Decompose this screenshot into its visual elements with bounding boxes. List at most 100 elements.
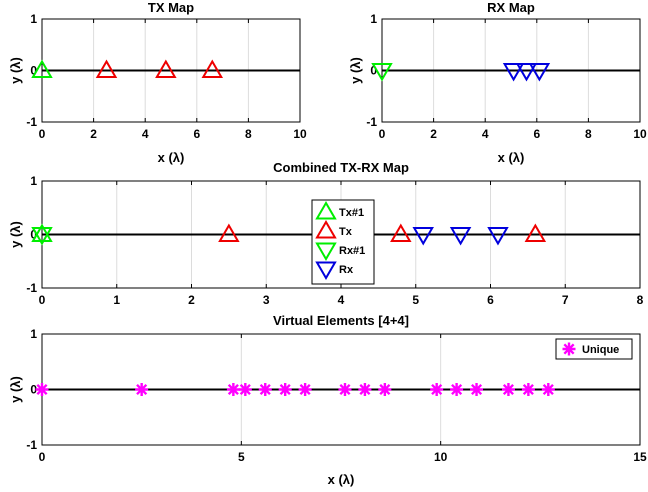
x-tick-label: 0 — [39, 127, 46, 141]
data-point — [450, 383, 464, 396]
data-point — [218, 223, 240, 242]
x-tick-label: 6 — [533, 127, 540, 141]
legend-label: Rx#1 — [339, 245, 365, 257]
data-point — [226, 383, 240, 396]
data-point — [278, 383, 292, 396]
x-tick-label: 10 — [293, 127, 307, 141]
legend-label: Tx#1 — [339, 207, 364, 219]
x-tick-label: 0 — [39, 450, 46, 464]
data-point — [378, 383, 392, 396]
legend-box — [555, 338, 633, 360]
x-tick-label: 5 — [238, 450, 245, 464]
legend-marker — [315, 201, 337, 220]
y-tick-label: 1 — [370, 12, 377, 26]
chart-title: TX Map — [148, 0, 194, 15]
y-tick-label: 0 — [30, 228, 37, 242]
data-point — [470, 383, 484, 396]
data-point — [31, 223, 53, 242]
data-point — [95, 59, 118, 78]
data-point — [487, 227, 509, 246]
y-tick-label: 0 — [30, 64, 37, 78]
x-axis-label: x (λ) — [328, 472, 355, 487]
legend: Unique — [555, 338, 633, 360]
legend-label: Tx — [339, 226, 353, 238]
data-point — [201, 59, 224, 78]
x-tick-label: 5 — [412, 293, 419, 307]
x-tick-label: 15 — [633, 450, 647, 464]
x-tick-label: 4 — [482, 127, 489, 141]
axes-frame — [41, 180, 641, 289]
chart-title: Combined TX-RX Map — [273, 160, 409, 175]
data-point — [358, 383, 372, 396]
x-tick-label: 8 — [245, 127, 252, 141]
x-tick-label: 0 — [379, 127, 386, 141]
y-axis-label: y (λ) — [8, 376, 23, 403]
data-point — [524, 223, 547, 242]
data-point — [502, 63, 525, 82]
legend-label: Rx — [339, 264, 354, 276]
x-tick-label: 2 — [188, 293, 195, 307]
legend: Tx#1 Tx Rx#1 Rx — [311, 199, 375, 285]
y-tick-label: -1 — [26, 115, 37, 129]
data-point — [338, 383, 352, 396]
x-tick-label: 8 — [585, 127, 592, 141]
x-axis-label: x (λ) — [158, 150, 185, 165]
x-tick-label: 0 — [39, 293, 46, 307]
data-point — [35, 383, 49, 396]
y-tick-label: -1 — [26, 438, 37, 452]
x-tick-label: 2 — [430, 127, 437, 141]
y-axis-label: y (λ) — [348, 57, 363, 84]
data-point — [515, 63, 538, 82]
x-tick-label: 1 — [113, 293, 120, 307]
legend-marker — [315, 242, 337, 261]
data-point — [238, 383, 252, 396]
axes-frame — [41, 18, 301, 123]
x-tick-label: 6 — [193, 127, 200, 141]
chart-title: RX Map — [487, 0, 535, 15]
x-axis-label: x (λ) — [498, 150, 525, 165]
data-point — [541, 383, 555, 396]
y-tick-label: 0 — [370, 64, 377, 78]
axes-frame — [381, 18, 641, 123]
y-tick-label: -1 — [366, 115, 377, 129]
y-axis-label: y (λ) — [8, 57, 23, 84]
data-point — [449, 227, 472, 246]
data-point — [521, 383, 535, 396]
y-tick-label: 0 — [30, 383, 37, 397]
data-point — [528, 63, 551, 82]
x-tick-label: 10 — [633, 127, 647, 141]
data-point — [298, 383, 312, 396]
data-point — [31, 59, 53, 78]
data-point — [412, 227, 434, 246]
x-tick-label: 8 — [637, 293, 644, 307]
x-tick-label: 10 — [434, 450, 448, 464]
data-point — [430, 383, 444, 396]
y-axis-label: y (λ) — [8, 221, 23, 248]
legend-label: Unique — [582, 344, 619, 356]
y-tick-label: -1 — [26, 281, 37, 295]
y-tick-label: 1 — [30, 174, 37, 188]
x-tick-label: 2 — [90, 127, 97, 141]
data-point — [135, 383, 149, 396]
x-tick-label: 4 — [142, 127, 149, 141]
data-point — [258, 383, 272, 396]
y-tick-label: 1 — [30, 12, 37, 26]
data-point — [155, 59, 177, 78]
x-tick-label: 6 — [487, 293, 494, 307]
legend-marker — [315, 261, 337, 280]
x-tick-label: 4 — [338, 293, 345, 307]
data-point — [371, 63, 393, 82]
y-tick-label: 1 — [30, 327, 37, 341]
chart-title: Virtual Elements [4+4] — [273, 313, 409, 328]
data-point — [31, 227, 53, 246]
legend-marker — [562, 342, 576, 356]
data-point — [390, 223, 412, 242]
legend-marker — [315, 220, 337, 239]
x-tick-label: 3 — [263, 293, 270, 307]
data-point — [501, 383, 515, 396]
